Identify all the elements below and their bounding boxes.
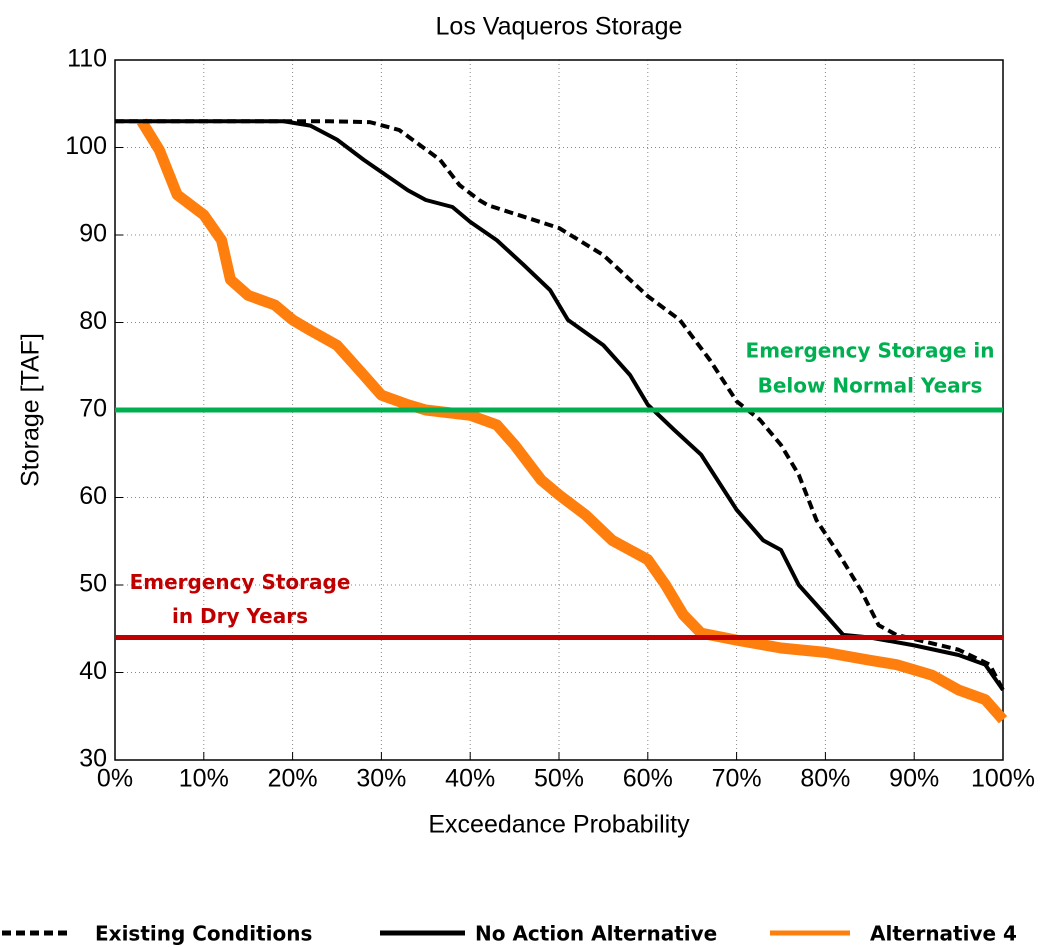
- x-tick-label: 40%: [445, 765, 495, 793]
- x-tick-label: 10%: [179, 765, 229, 793]
- y-tick-label: 90: [79, 220, 107, 248]
- x-tick-label: 50%: [534, 765, 584, 793]
- annotation: Below Normal Years: [758, 374, 983, 398]
- x-axis-label: Exceedance Probability: [428, 811, 690, 839]
- x-tick-label: 70%: [712, 765, 762, 793]
- series-line: [115, 119, 1005, 691]
- y-tick-label: 30: [79, 745, 107, 773]
- annotation: in Dry Years: [172, 604, 308, 628]
- annotation: Emergency Storage: [130, 570, 351, 594]
- y-tick-label: 110: [67, 45, 107, 73]
- x-tick-label: 100%: [971, 765, 1035, 793]
- x-tick-label: 60%: [623, 765, 673, 793]
- y-tick-label: 50: [79, 570, 107, 598]
- y-tick-label: 70: [79, 395, 107, 423]
- x-tick-label: 0%: [97, 765, 133, 793]
- y-tick-label: 80: [79, 307, 107, 335]
- legend-label: Alternative 4: [870, 922, 1017, 946]
- x-tick-label: 30%: [356, 765, 406, 793]
- legend-label: Existing Conditions: [95, 922, 312, 946]
- y-tick-label: 100: [65, 132, 107, 160]
- legend-label: No Action Alternative: [475, 922, 717, 946]
- x-tick-label: 90%: [889, 765, 939, 793]
- x-tick-label: 80%: [800, 765, 850, 793]
- chart-title: Los Vaqueros Storage: [436, 13, 683, 41]
- y-tick-label: 40: [79, 657, 107, 685]
- y-axis-label: Storage [TAF]: [17, 333, 45, 487]
- series-line: [136, 118, 1008, 724]
- y-tick-label: 60: [79, 482, 107, 510]
- annotation: Emergency Storage in: [746, 339, 995, 363]
- x-tick-label: 20%: [268, 765, 318, 793]
